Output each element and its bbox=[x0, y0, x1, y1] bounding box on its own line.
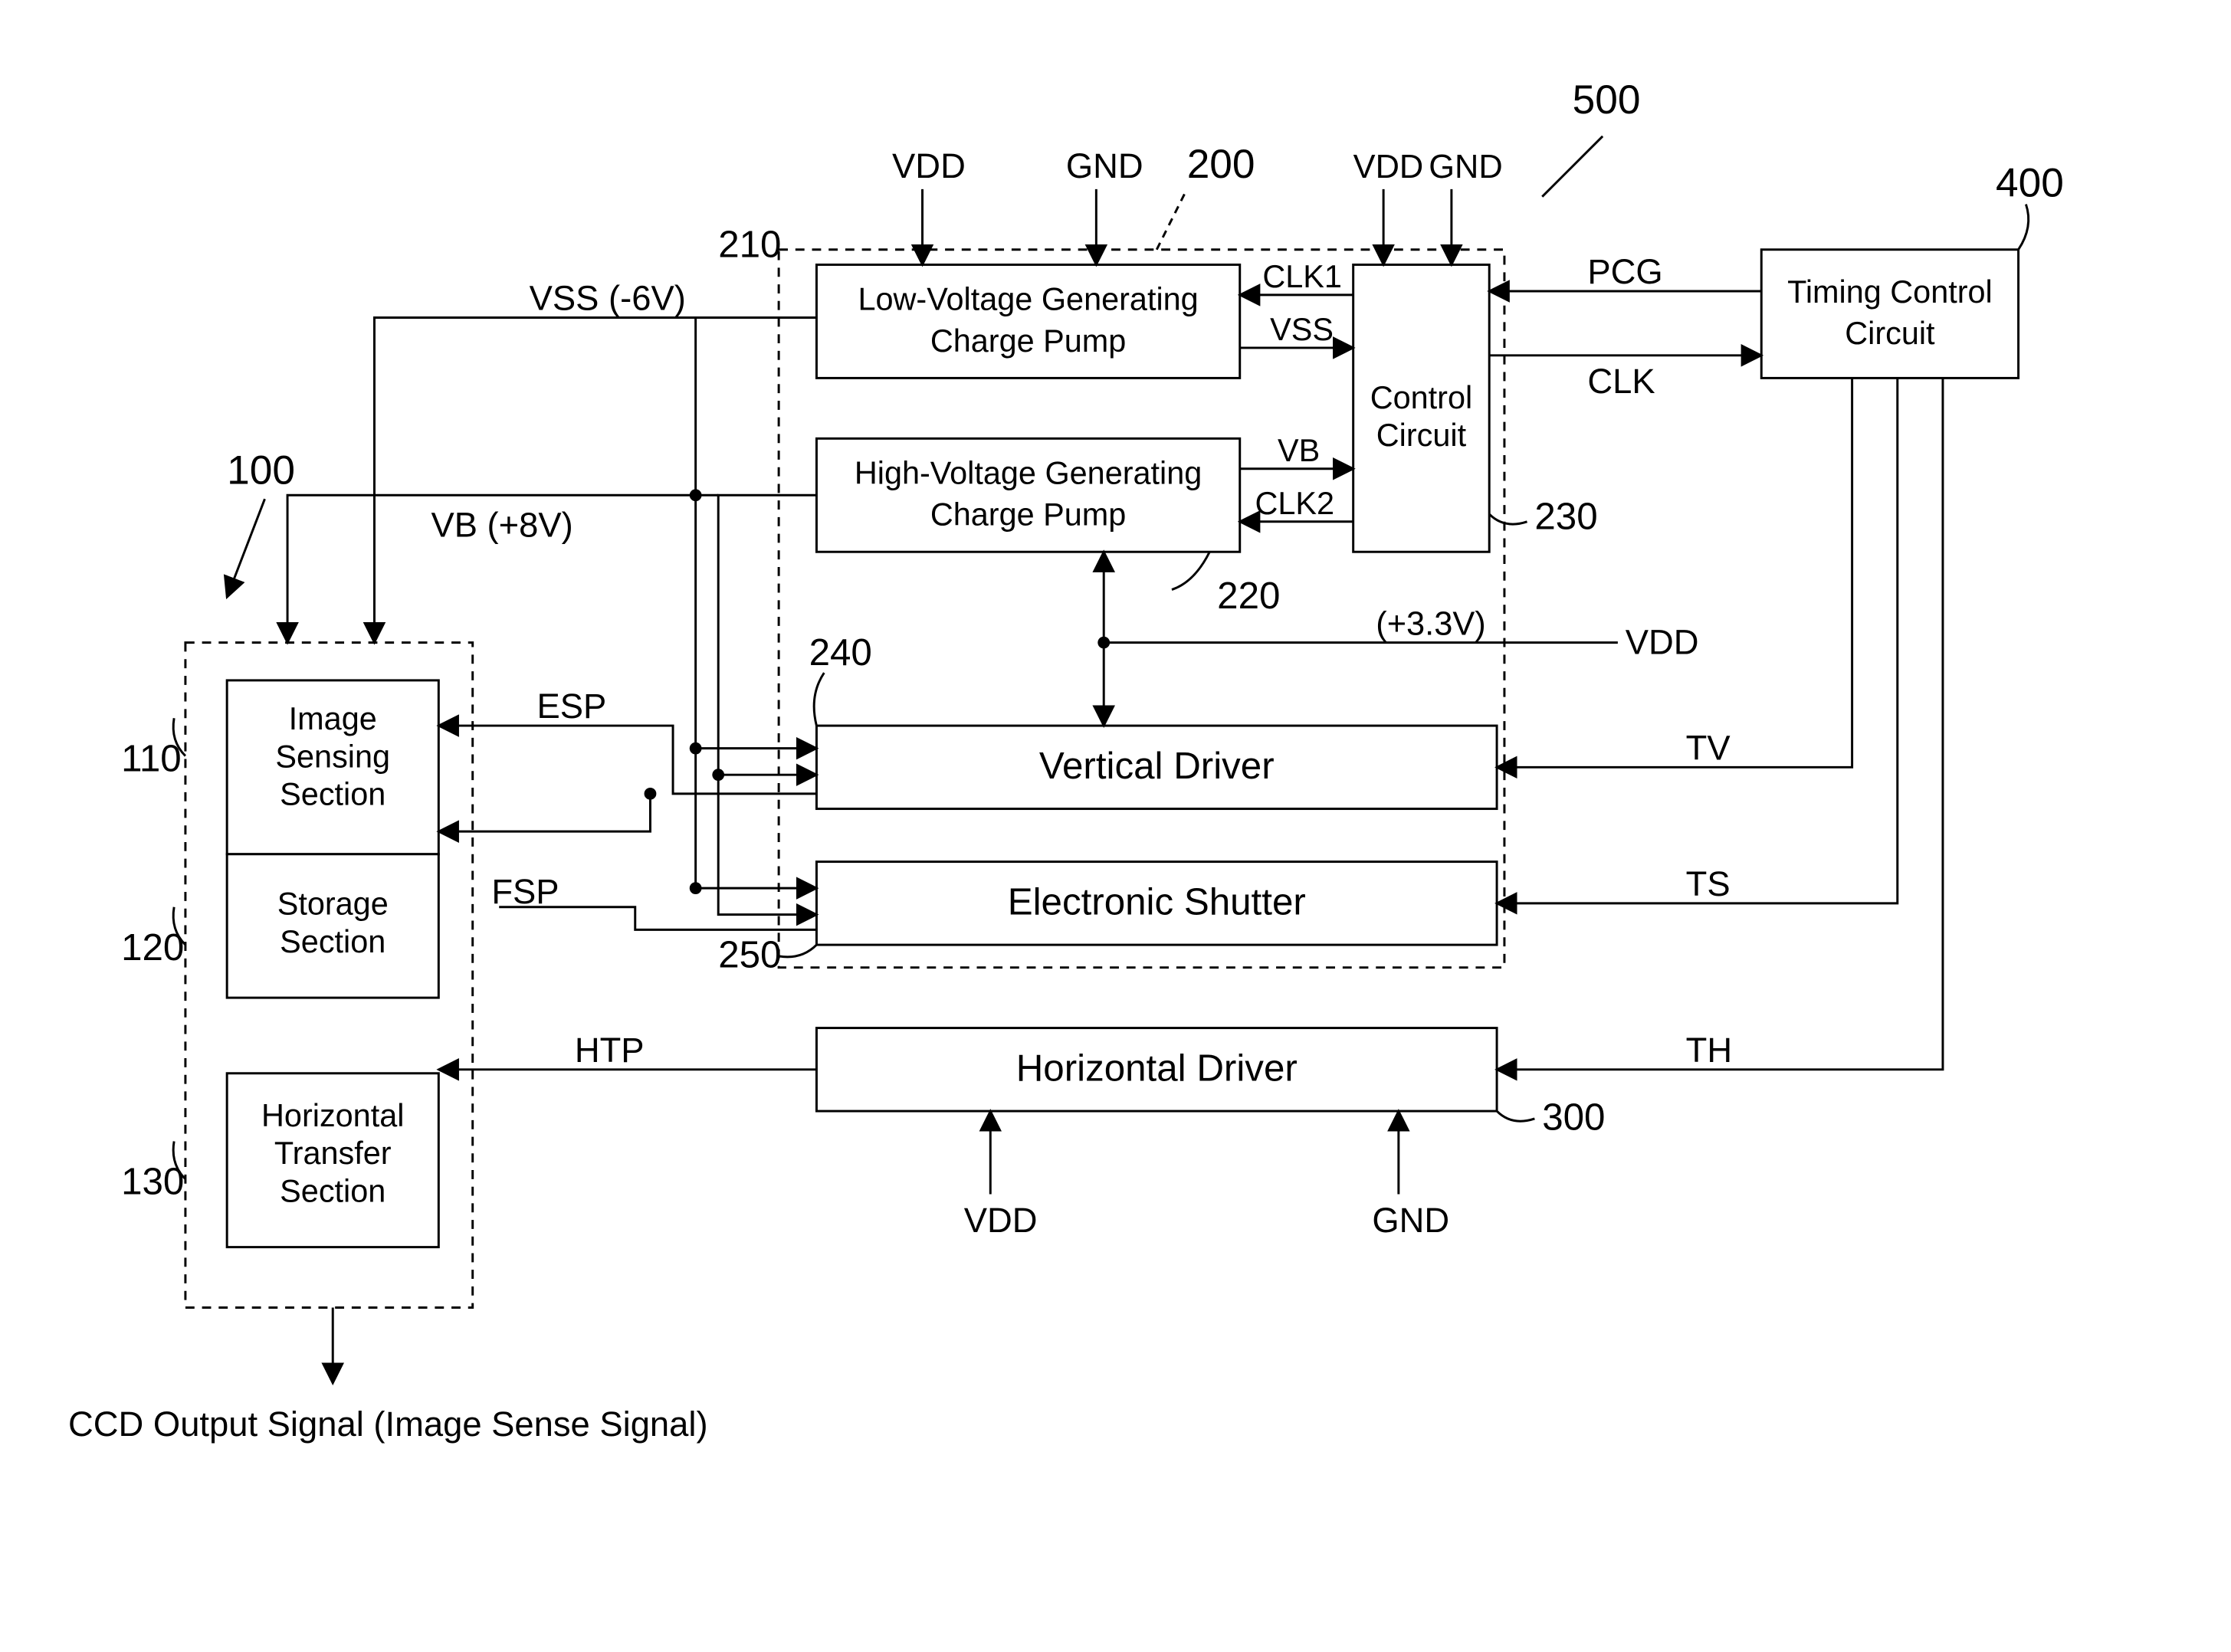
fsp-label: FSP bbox=[491, 872, 559, 911]
ref-210: 210 bbox=[718, 224, 781, 266]
tv-label: TV bbox=[1686, 728, 1731, 767]
htp-label: HTP bbox=[575, 1031, 645, 1070]
img-l1: Image bbox=[289, 701, 377, 736]
high-cp-l2: Charge Pump bbox=[930, 497, 1126, 533]
ctrl-l1: Control bbox=[1370, 380, 1472, 415]
vss-label: VSS bbox=[1270, 312, 1334, 347]
store-l1: Storage bbox=[277, 887, 389, 922]
clk2-label: CLK2 bbox=[1255, 486, 1334, 521]
high-cp-l1: High-Voltage Generating bbox=[855, 455, 1202, 490]
pcg-label: PCG bbox=[1587, 252, 1662, 291]
vss-ann: VSS (-6V) bbox=[530, 279, 686, 318]
ref-240: 240 bbox=[809, 631, 872, 674]
gnd-lowcp: GND bbox=[1066, 146, 1143, 185]
hdrv-label: Horizontal Driver bbox=[1016, 1047, 1298, 1090]
ccd-output-label: CCD Output Signal (Image Sense Signal) bbox=[68, 1405, 708, 1444]
timing-l2: Circuit bbox=[1845, 316, 1935, 351]
store-l2: Section bbox=[280, 924, 386, 959]
ref-130: 130 bbox=[121, 1161, 184, 1203]
ref-200: 200 bbox=[1187, 142, 1255, 187]
ref-250: 250 bbox=[718, 934, 781, 976]
vdd-ctrl: VDD bbox=[1353, 149, 1424, 185]
clk1-label: CLK1 bbox=[1262, 259, 1342, 294]
vdd-hdrv: VDD bbox=[964, 1201, 1038, 1240]
eshut-label: Electronic Shutter bbox=[1008, 881, 1306, 923]
ref-300: 300 bbox=[1542, 1096, 1605, 1139]
ref-500: 500 bbox=[1573, 77, 1641, 123]
ts-label: TS bbox=[1686, 864, 1731, 903]
low-cp-l1: Low-Voltage Generating bbox=[858, 282, 1198, 317]
ref-110: 110 bbox=[121, 737, 182, 779]
vdd33-label: (+3.3V) bbox=[1376, 606, 1485, 643]
clk-label: CLK bbox=[1587, 362, 1655, 401]
htrans-l2: Transfer bbox=[274, 1136, 392, 1171]
timing-control-block bbox=[1761, 250, 2018, 379]
esp-label: ESP bbox=[537, 687, 607, 726]
ref-220: 220 bbox=[1217, 575, 1280, 617]
timing-l1: Timing Control bbox=[1787, 274, 1993, 310]
htrans-l3: Section bbox=[280, 1173, 386, 1208]
ref-400: 400 bbox=[1996, 161, 2064, 206]
vb-label: VB bbox=[1278, 433, 1320, 468]
gnd-ctrl: GND bbox=[1429, 149, 1502, 185]
vdd-lowcp: VDD bbox=[892, 146, 966, 185]
th-label: TH bbox=[1686, 1031, 1732, 1070]
ref-100: 100 bbox=[227, 447, 295, 493]
ctrl-l2: Circuit bbox=[1376, 418, 1467, 453]
block-diagram: 500 200 Low-Voltage Generating Charge Pu… bbox=[15, 15, 2216, 1637]
img-l2: Sensing bbox=[275, 739, 390, 774]
htrans-l1: Horizontal bbox=[261, 1098, 404, 1133]
vdrv-label: Vertical Driver bbox=[1039, 745, 1275, 787]
vb-ann: VB (+8V) bbox=[431, 506, 573, 545]
ref-120: 120 bbox=[121, 926, 184, 969]
gnd-hdrv: GND bbox=[1372, 1201, 1449, 1240]
vdd-33: VDD bbox=[1626, 622, 1699, 661]
img-l3: Section bbox=[280, 777, 386, 812]
low-cp-l2: Charge Pump bbox=[930, 323, 1126, 359]
ref-230: 230 bbox=[1534, 496, 1597, 538]
